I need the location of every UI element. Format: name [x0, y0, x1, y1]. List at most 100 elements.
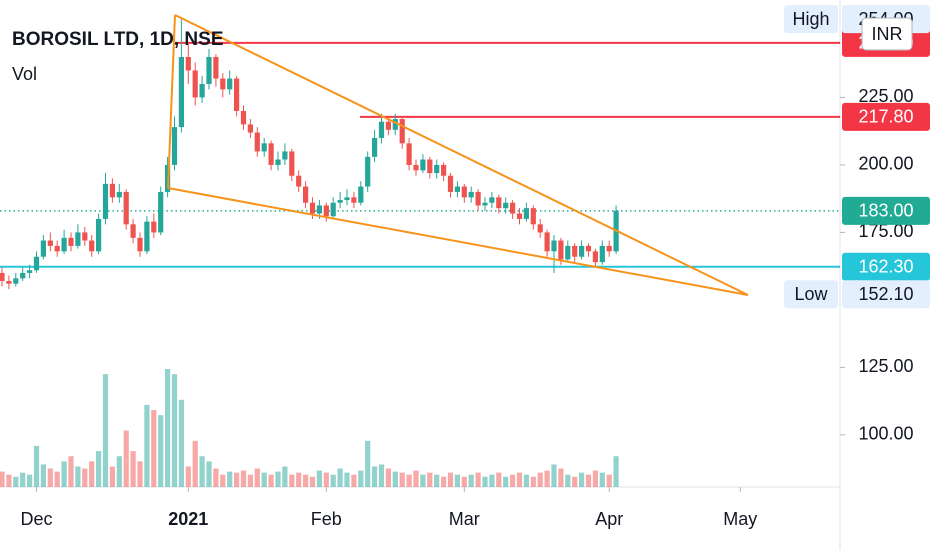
candles: [0, 19, 619, 290]
candle-body: [109, 183, 115, 198]
levels: [0, 41, 840, 268]
volume-bar: [240, 470, 247, 487]
wedge-drawing: [167, 14, 749, 296]
volume-bar: [482, 476, 488, 487]
candle-body: [227, 78, 233, 90]
candle-body: [68, 237, 74, 246]
candle-body: [116, 191, 122, 198]
volume-bar: [606, 474, 612, 487]
candle-body: [516, 213, 523, 219]
volume-bar: [489, 474, 495, 487]
candle-body: [151, 221, 157, 233]
volume-bar: [447, 472, 454, 487]
volume-bar: [199, 456, 205, 487]
currency-box[interactable]: [861, 17, 913, 51]
x-tick-label: Mar: [449, 509, 480, 529]
volume-bar: [503, 476, 509, 487]
volume-bar: [282, 466, 288, 487]
candle-body: [275, 159, 281, 165]
candle-body: [192, 70, 198, 98]
volume-bar: [289, 474, 295, 487]
candle-body: [599, 245, 605, 263]
candle-body: [0, 272, 5, 282]
volume-bar: [144, 404, 150, 487]
marker-name-box: [784, 280, 838, 309]
x-tick-label: Feb: [311, 509, 342, 529]
volume-bar: [323, 472, 329, 487]
volume-bar: [434, 474, 440, 487]
volume-bar: [413, 470, 419, 487]
candle-body: [123, 191, 129, 225]
candle-body: [96, 218, 102, 252]
candle-body: [406, 143, 412, 165]
volume-label: Vol: [12, 64, 37, 84]
candle-body: [171, 127, 178, 165]
y-tick-label: 125.00: [858, 356, 913, 376]
candle-body: [33, 256, 40, 271]
volume-bar: [406, 474, 412, 487]
volume-bar: [254, 468, 260, 487]
volume-bar: [109, 466, 115, 487]
currency[interactable]: INR: [872, 24, 903, 44]
candle-body: [75, 232, 81, 246]
volume-bar: [399, 472, 405, 487]
level-label: 217.80: [858, 107, 913, 127]
volume-bar: [330, 474, 336, 487]
volume-bar: [579, 472, 585, 487]
candle-body: [399, 119, 405, 144]
volume-bar: [0, 471, 5, 487]
marker-value-box: [842, 280, 930, 309]
candle-body: [537, 224, 543, 233]
candle-body: [579, 245, 585, 257]
volume-bar: [420, 474, 426, 487]
candle-body: [89, 240, 95, 252]
candle-body: [316, 205, 322, 214]
volume-bar: [227, 471, 233, 487]
volume-bar: [516, 472, 523, 487]
volume-bar: [261, 472, 267, 487]
candle-body: [441, 164, 447, 176]
volume-bar: [551, 464, 557, 487]
candle-body: [213, 56, 219, 79]
volume-bar: [296, 472, 302, 487]
candle-body: [261, 143, 267, 152]
candle-body: [254, 132, 260, 152]
y-tick-label: 100.00: [858, 424, 913, 444]
volume-bar: [385, 468, 391, 487]
volume-bar: [220, 474, 226, 487]
volume-bar: [475, 472, 481, 487]
marker-value: 152.10: [858, 284, 913, 304]
level-label: 183.00: [858, 201, 913, 221]
candle-body: [296, 175, 302, 187]
candle-body: [365, 156, 371, 187]
volume-bar: [441, 476, 447, 487]
candle-body: [6, 281, 12, 284]
volume-bar: [234, 472, 240, 487]
volume-bar: [192, 440, 198, 487]
candle-body: [530, 208, 536, 225]
level-label: 162.30: [858, 256, 913, 276]
candle-body: [447, 175, 454, 192]
volume-bar: [572, 476, 578, 487]
volume-bar: [530, 476, 536, 487]
candle-body: [523, 208, 529, 219]
candle-body: [185, 56, 191, 71]
volume-bar: [613, 456, 619, 487]
candle-body: [606, 245, 612, 252]
candle-body: [434, 164, 440, 174]
candle-body: [40, 240, 46, 257]
volume-bar: [565, 474, 571, 487]
x-tick-label: May: [723, 509, 757, 529]
volume-bar: [309, 476, 316, 487]
candle-body: [199, 83, 205, 98]
volume-bar: [130, 451, 136, 487]
volume-bar: [468, 474, 474, 487]
candle-body: [303, 186, 309, 203]
volume-bar: [372, 466, 378, 487]
volume-bar: [27, 474, 33, 487]
volume-bar: [544, 470, 550, 487]
candle-body: [427, 159, 433, 174]
volume-bar: [171, 374, 178, 487]
x-tick-label: 2021: [168, 509, 208, 529]
